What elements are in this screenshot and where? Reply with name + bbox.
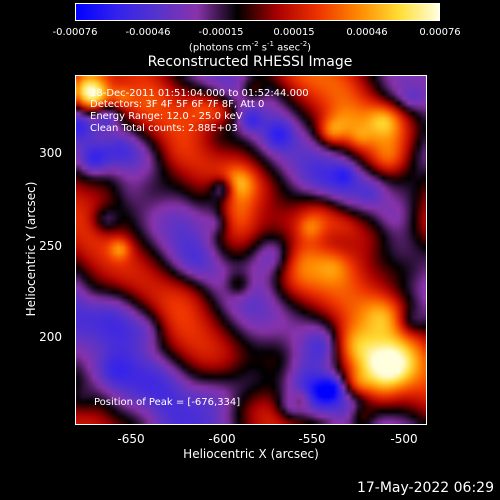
colorbar-tick: 0.00076 <box>419 27 461 38</box>
info-total-counts: Clean Total counts: 2.88E+03 <box>90 123 238 134</box>
timestamp: 17-May-2022 06:29 <box>356 480 494 496</box>
plot-title: Reconstructed RHESSI Image <box>147 54 353 70</box>
y-tick: 250 <box>39 239 62 253</box>
info-energy-range: Energy Range: 12.0 - 25.0 keV <box>90 111 243 122</box>
colorbar-tick: 0.00046 <box>346 27 388 38</box>
info-detectors: Detectors: 3F 4F 5F 6F 7F 8F, Att 0 <box>90 99 265 110</box>
x-tick: -600 <box>208 432 236 446</box>
x-axis-label: Heliocentric X (arcsec) <box>183 447 319 461</box>
colorbar <box>75 3 440 21</box>
info-time-range: 28-Dec-2011 01:51:04.000 to 01:52:44.000 <box>90 88 309 99</box>
image-plot <box>75 75 427 425</box>
x-tick: -550 <box>298 432 326 446</box>
colorbar-tick: 0.00015 <box>273 27 315 38</box>
x-tick: -500 <box>390 432 418 446</box>
info-peak-position: Position of Peak = [-676,334] <box>94 397 241 408</box>
colorbar-tick: -0.00015 <box>198 27 244 38</box>
y-tick: 300 <box>39 146 62 160</box>
colorbar-tick: -0.00076 <box>52 27 98 38</box>
colorbar-tick: -0.00046 <box>125 27 171 38</box>
colorbar-units: (photons cm-2 s-1 asec-2) <box>188 40 312 54</box>
y-axis-label: Heliocentric Y (arcsec) <box>24 181 38 317</box>
rhessi-image <box>76 76 426 424</box>
x-tick: -650 <box>117 432 145 446</box>
y-tick: 200 <box>39 330 62 344</box>
